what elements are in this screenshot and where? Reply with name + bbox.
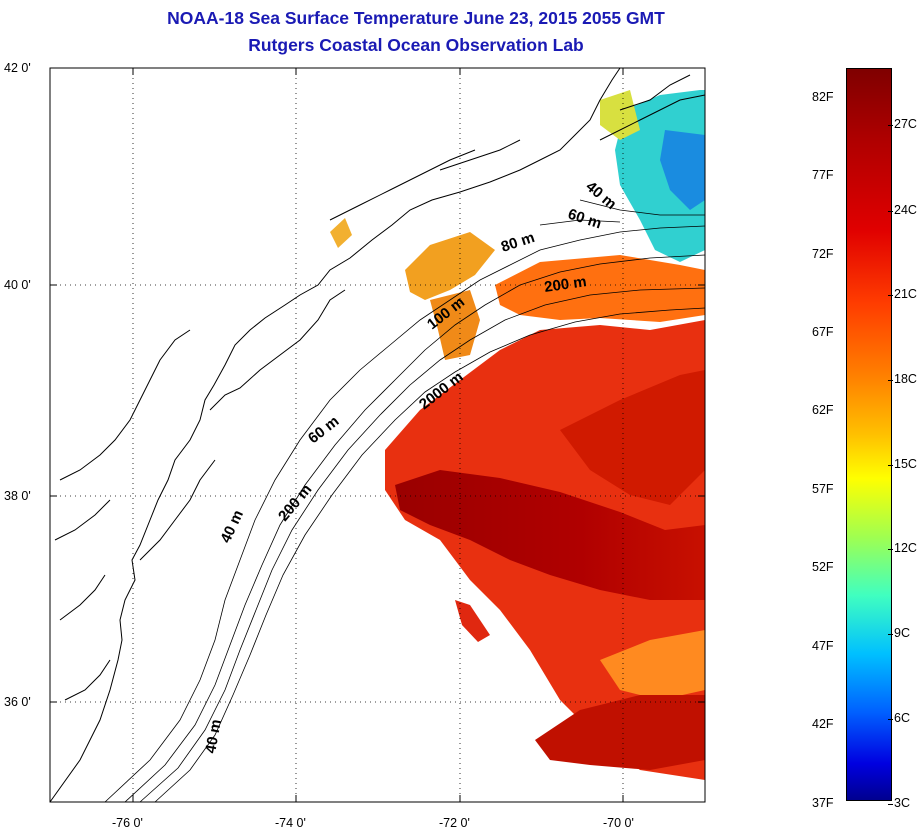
contour-label: 40 m bbox=[582, 178, 619, 213]
sst-patch-slope bbox=[495, 255, 705, 322]
colorbar-f-label: 57F bbox=[812, 482, 834, 496]
sst-patch-warm-north bbox=[560, 370, 705, 505]
colorbar-f-label: 52F bbox=[812, 560, 834, 574]
colorbar-f-label: 47F bbox=[812, 639, 834, 653]
map-grid bbox=[50, 68, 705, 802]
colorbar-f-label: 82F bbox=[812, 90, 834, 104]
chart-subtitle: Rutgers Coastal Ocean Observation Lab bbox=[248, 35, 584, 55]
colorbar-c-label: 3C bbox=[888, 796, 910, 810]
contour-label: 200 m bbox=[543, 273, 587, 296]
colorbar-c-label: 6C bbox=[888, 711, 910, 725]
colorbar-c-label: 27C bbox=[888, 117, 917, 131]
bathymetry-contours bbox=[104, 199, 706, 803]
lat-label: 42 0' bbox=[4, 61, 31, 75]
lon-label: -72 0' bbox=[439, 816, 470, 830]
sst-patch-yellow-ne bbox=[600, 90, 640, 140]
colorbar bbox=[846, 68, 892, 801]
frame-ticks bbox=[50, 68, 705, 802]
contour-label: 60 m bbox=[566, 206, 604, 233]
colorbar-f-label: 67F bbox=[812, 325, 834, 339]
colorbar-f-label: 62F bbox=[812, 403, 834, 417]
colorbar-c-label: 15C bbox=[888, 457, 917, 471]
lon-label: -70 0' bbox=[603, 816, 634, 830]
colorbar-c-label: 18C bbox=[888, 372, 917, 386]
colorbar-c-label: 24C bbox=[888, 203, 917, 217]
sst-patch-south-2 bbox=[600, 630, 705, 700]
colorbar-c-label: 21C bbox=[888, 287, 917, 301]
map-frame bbox=[49, 67, 706, 803]
colorbar-f-label: 77F bbox=[812, 168, 834, 182]
contour-label: 40 m bbox=[202, 718, 225, 755]
sst-patches bbox=[330, 90, 705, 780]
sst-map: 40 m 60 m 80 m 200 m 100 m 2000 m 60 m 2… bbox=[49, 67, 706, 803]
sst-patch-shelf-orange bbox=[405, 232, 495, 300]
colorbar-c-label: 12C bbox=[888, 541, 917, 555]
contour-label: 60 m bbox=[305, 413, 342, 447]
coastline bbox=[49, 67, 706, 803]
lat-label: 36 0' bbox=[4, 695, 31, 709]
lat-label: 40 0' bbox=[4, 278, 31, 292]
sst-patch-south-1 bbox=[455, 600, 490, 642]
contour-label: 40 m bbox=[217, 508, 247, 546]
sst-patch-gulf-stream bbox=[395, 470, 705, 600]
lon-label: -76 0' bbox=[112, 816, 143, 830]
chart-title: NOAA-18 Sea Surface Temperature June 23,… bbox=[167, 8, 665, 28]
colorbar-c-label: 9C bbox=[888, 626, 910, 640]
lon-label: -74 0' bbox=[275, 816, 306, 830]
lat-label: 38 0' bbox=[4, 489, 31, 503]
sst-patch-south-3 bbox=[535, 695, 705, 770]
sst-patch-nj bbox=[330, 218, 352, 248]
colorbar-f-label: 42F bbox=[812, 717, 834, 731]
colorbar-f-label: 72F bbox=[812, 247, 834, 261]
colorbar-f-label: 37F bbox=[812, 796, 834, 810]
contour-label: 80 m bbox=[499, 229, 537, 256]
sst-patch-cold-ne-core bbox=[660, 130, 705, 210]
